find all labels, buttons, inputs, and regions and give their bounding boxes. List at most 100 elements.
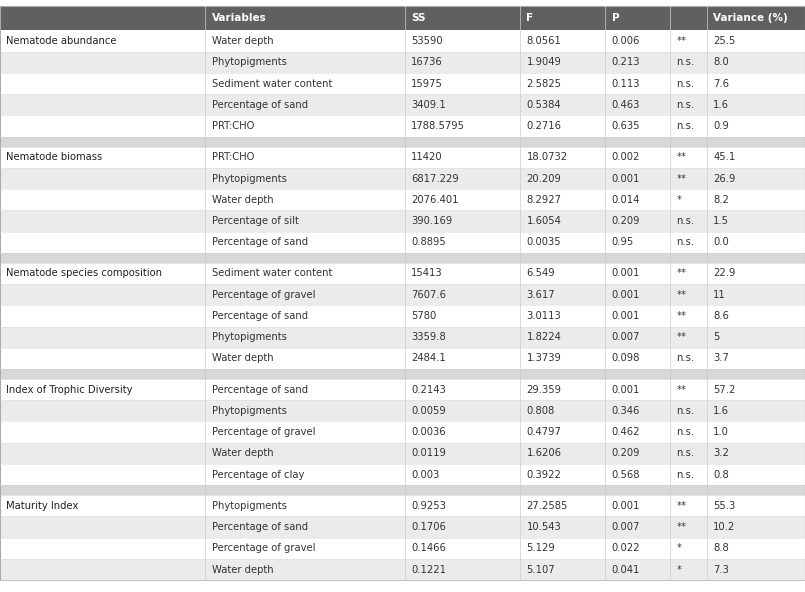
Bar (0, 168, 805, 189)
Text: 57.2: 57.2 (713, 385, 736, 395)
Text: n.s.: n.s. (676, 79, 695, 89)
Text: Water depth: Water depth (212, 565, 274, 575)
Text: Percentage of sand: Percentage of sand (212, 311, 308, 321)
Bar (0, 348, 805, 369)
Text: 3359.8: 3359.8 (411, 332, 446, 342)
Bar (0, 305, 805, 327)
Bar (0, 379, 805, 400)
Text: 0.1466: 0.1466 (411, 543, 446, 554)
Text: 15413: 15413 (411, 268, 443, 278)
Text: 5: 5 (713, 332, 720, 342)
Text: 0.007: 0.007 (612, 332, 640, 342)
Bar (0, 443, 805, 464)
Text: 0.9253: 0.9253 (411, 501, 446, 511)
Text: 11: 11 (713, 289, 726, 300)
Text: 55.3: 55.3 (713, 501, 736, 511)
Bar (0, 327, 805, 348)
Bar (0, 253, 805, 263)
Text: 1.3739: 1.3739 (526, 353, 561, 363)
Text: 20.209: 20.209 (526, 173, 561, 184)
Text: 0.0: 0.0 (713, 237, 729, 247)
Text: 0.9: 0.9 (713, 121, 729, 131)
Text: 8.2927: 8.2927 (526, 195, 561, 205)
Text: 18.0732: 18.0732 (526, 152, 568, 162)
Text: 45.1: 45.1 (713, 152, 736, 162)
Text: 0.001: 0.001 (612, 385, 640, 395)
Bar (0, 422, 805, 443)
Text: 1788.5795: 1788.5795 (411, 121, 465, 131)
Text: 0.022: 0.022 (612, 543, 640, 554)
Text: 0.098: 0.098 (612, 353, 640, 363)
Text: *: * (676, 195, 681, 205)
Bar (0, 284, 805, 305)
Text: 6817.229: 6817.229 (411, 173, 459, 184)
Text: 22.9: 22.9 (713, 268, 736, 278)
Text: **: ** (676, 173, 686, 184)
Text: 10.543: 10.543 (526, 522, 561, 532)
Text: 0.4797: 0.4797 (526, 427, 561, 437)
Text: 7.3: 7.3 (713, 565, 729, 575)
Text: n.s.: n.s. (676, 237, 695, 247)
Text: 0.5384: 0.5384 (526, 100, 561, 110)
Text: 0.808: 0.808 (526, 406, 555, 416)
Text: PRT:CHO: PRT:CHO (212, 152, 254, 162)
Bar (0, 30, 805, 52)
Text: Percentage of silt: Percentage of silt (212, 216, 299, 226)
Text: 5.107: 5.107 (526, 565, 555, 575)
Text: 1.8224: 1.8224 (526, 332, 561, 342)
Text: Percentage of sand: Percentage of sand (212, 100, 308, 110)
Text: 0.0059: 0.0059 (411, 406, 446, 416)
Text: Phytopigments: Phytopigments (212, 332, 287, 342)
Text: 0.041: 0.041 (612, 565, 640, 575)
Bar (0, 400, 805, 422)
Text: 0.463: 0.463 (612, 100, 640, 110)
Text: 0.001: 0.001 (612, 173, 640, 184)
Bar (0, 52, 805, 73)
Text: 53590: 53590 (411, 36, 443, 46)
Bar (0, 369, 805, 379)
Bar (0, 263, 805, 284)
Text: Sediment water content: Sediment water content (212, 268, 332, 278)
Text: Percentage of gravel: Percentage of gravel (212, 289, 316, 300)
Text: 0.346: 0.346 (612, 406, 640, 416)
Text: 8.0: 8.0 (713, 57, 729, 67)
Text: 2.5825: 2.5825 (526, 79, 561, 89)
Text: **: ** (676, 289, 686, 300)
Text: 25.5: 25.5 (713, 36, 736, 46)
Text: 8.8: 8.8 (713, 543, 729, 554)
Text: 0.95: 0.95 (612, 237, 634, 247)
Text: 0.1221: 0.1221 (411, 565, 446, 575)
Text: Percentage of sand: Percentage of sand (212, 385, 308, 395)
Text: 0.635: 0.635 (612, 121, 640, 131)
Text: n.s.: n.s. (676, 406, 695, 416)
Text: Phytopigments: Phytopigments (212, 57, 287, 67)
Text: 7.6: 7.6 (713, 79, 729, 89)
Text: 1.6: 1.6 (713, 406, 729, 416)
Text: Maturity Index: Maturity Index (6, 501, 79, 511)
Text: Variance (%): Variance (%) (713, 13, 788, 23)
Text: **: ** (676, 522, 686, 532)
Bar (0, 73, 805, 94)
Text: Water depth: Water depth (212, 195, 274, 205)
Text: 0.2716: 0.2716 (526, 121, 561, 131)
Text: n.s.: n.s. (676, 469, 695, 480)
Text: **: ** (676, 152, 686, 162)
Text: 0.3922: 0.3922 (526, 469, 561, 480)
Text: Variables: Variables (212, 13, 266, 23)
Text: 0.002: 0.002 (612, 152, 640, 162)
Bar (0, 231, 805, 253)
Text: 2076.401: 2076.401 (411, 195, 459, 205)
Text: Phytopigments: Phytopigments (212, 501, 287, 511)
Text: PRT:CHO: PRT:CHO (212, 121, 254, 131)
Text: 26.9: 26.9 (713, 173, 736, 184)
Text: n.s.: n.s. (676, 448, 695, 458)
Text: 1.0: 1.0 (713, 427, 729, 437)
Text: 0.568: 0.568 (612, 469, 640, 480)
Text: 8.2: 8.2 (713, 195, 729, 205)
Text: *: * (676, 543, 681, 554)
Text: n.s.: n.s. (676, 57, 695, 67)
Text: *: * (676, 565, 681, 575)
Text: SS: SS (411, 13, 426, 23)
Text: Water depth: Water depth (212, 353, 274, 363)
Text: 0.462: 0.462 (612, 427, 640, 437)
